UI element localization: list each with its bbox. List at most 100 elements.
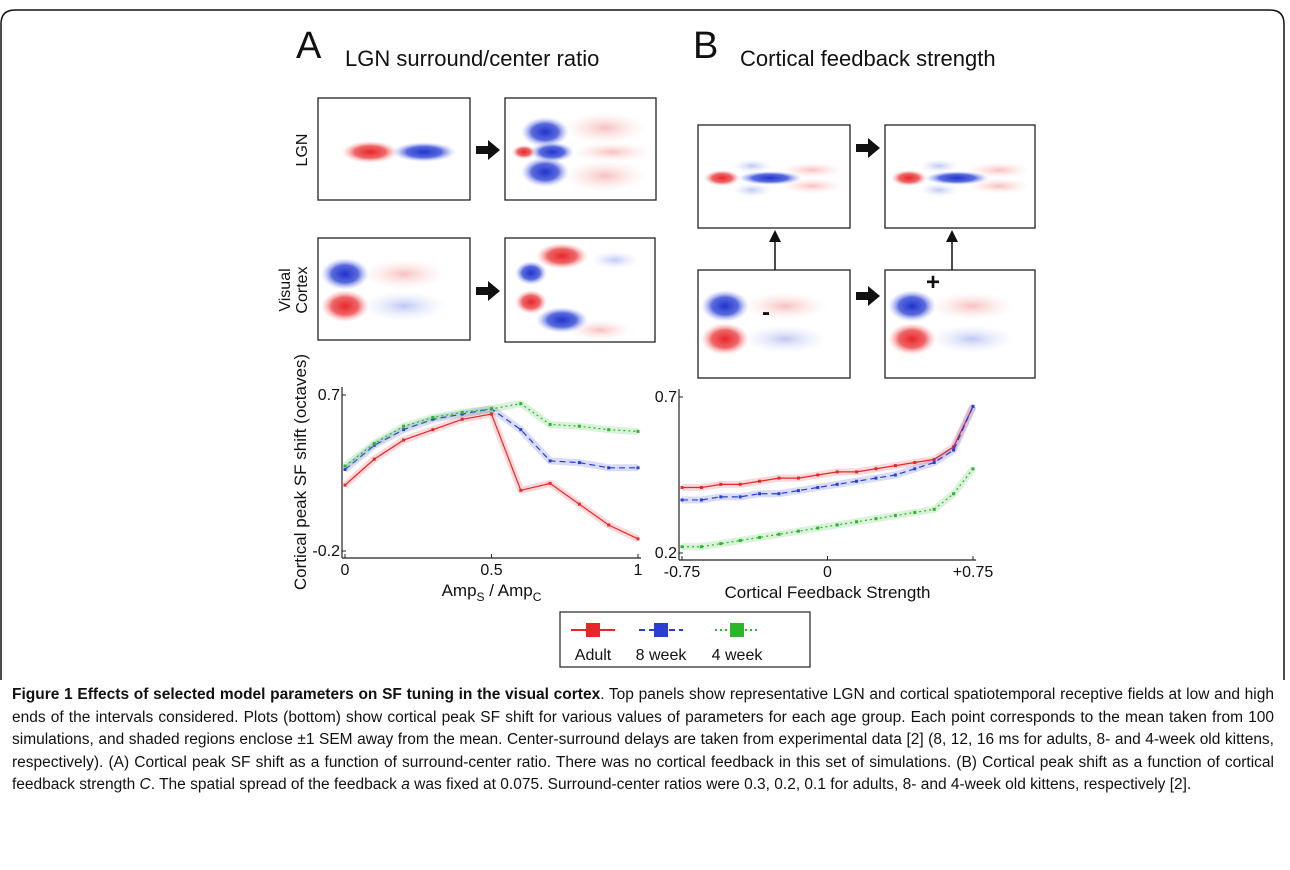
point (971, 467, 975, 471)
series-line (682, 406, 974, 501)
point (460, 410, 464, 414)
point (719, 482, 723, 486)
point (607, 523, 611, 527)
point (636, 429, 640, 433)
point (431, 416, 435, 420)
y-tick-label: 0.7 (655, 389, 677, 406)
y-tick-label: 0.2 (655, 545, 677, 562)
row-label: Cortex (294, 266, 311, 313)
point (680, 545, 684, 549)
point (758, 492, 762, 496)
receptive-field (317, 237, 471, 341)
x-axis-label: Cortical Feedback Strength (725, 583, 931, 602)
x-axis-label-part: S (477, 590, 485, 604)
point (680, 498, 684, 502)
point (607, 466, 611, 470)
panel-title: Cortical feedback strength (740, 46, 996, 71)
point (577, 502, 581, 506)
point (548, 422, 552, 426)
point (835, 470, 839, 474)
point (874, 517, 878, 521)
point (577, 461, 581, 465)
legend-marker (586, 623, 600, 637)
point (343, 468, 347, 472)
error-band-style (682, 466, 976, 551)
point (932, 507, 936, 511)
point (402, 428, 406, 432)
receptive-field (697, 269, 851, 379)
point (636, 537, 640, 541)
point (577, 424, 581, 428)
point (952, 492, 956, 496)
caption-normal: . Top panels show representative LGN and… (12, 686, 1274, 794)
point (777, 476, 781, 480)
caption-normal: was fixed at 0.075. Surround-center rati… (409, 776, 1192, 794)
point (519, 428, 523, 432)
x-tick-label: +0.75 (953, 564, 994, 581)
point (738, 495, 742, 499)
point (796, 529, 800, 533)
legend-marker (654, 623, 668, 637)
point (343, 464, 347, 468)
point (636, 466, 640, 470)
x-axis-label-part: C (533, 590, 542, 604)
point (607, 428, 611, 432)
point (758, 479, 762, 483)
point (816, 526, 820, 530)
y-tick-label: 0.7 (318, 387, 340, 404)
receptive-field (884, 124, 1036, 229)
point (971, 404, 975, 408)
x-axis-label-part: / Amp (485, 581, 533, 600)
point (490, 412, 493, 416)
point (460, 412, 464, 416)
receptive-field (697, 124, 851, 229)
point (699, 498, 703, 502)
legend-label: 4 week (712, 647, 764, 664)
point (952, 448, 956, 452)
point (796, 489, 800, 493)
point (932, 457, 936, 461)
point (893, 464, 897, 468)
point (372, 443, 376, 447)
caption-italic: a (401, 776, 410, 794)
point (431, 428, 435, 432)
point (855, 479, 859, 483)
error-band-style (682, 404, 977, 491)
receptive-field (884, 269, 1036, 379)
point (431, 417, 435, 421)
legend-box (559, 611, 811, 668)
point (719, 495, 723, 499)
caption-italic: C (139, 776, 151, 794)
point (816, 485, 820, 489)
feedback-sign: - (762, 299, 770, 326)
point (932, 461, 936, 465)
point (719, 542, 723, 546)
legend-label: 8 week (636, 647, 688, 664)
point (855, 520, 859, 524)
legend-label: Adult (575, 647, 612, 664)
point (372, 457, 376, 461)
arrows (476, 138, 958, 306)
point (913, 510, 917, 514)
caption-bold: Figure 1 Effects of selected model param… (12, 686, 601, 703)
y-tick-label: -0.2 (312, 543, 340, 560)
series-line (682, 406, 974, 489)
point (816, 473, 820, 477)
point (913, 461, 917, 465)
point (893, 473, 897, 477)
x-tick-label: 1 (634, 562, 643, 579)
point (699, 545, 703, 549)
point (490, 407, 493, 411)
panel-letter: A (296, 25, 322, 67)
point (699, 485, 703, 489)
point (680, 485, 684, 489)
receptive-field (504, 237, 656, 343)
caption: Figure 1 Effects of selected model param… (12, 684, 1274, 797)
x-tick-label: 0 (341, 562, 350, 579)
point (738, 539, 742, 543)
point (874, 467, 878, 471)
x-axis-label-part: Amp (442, 581, 477, 600)
frame (0, 9, 1285, 680)
point (372, 442, 376, 446)
